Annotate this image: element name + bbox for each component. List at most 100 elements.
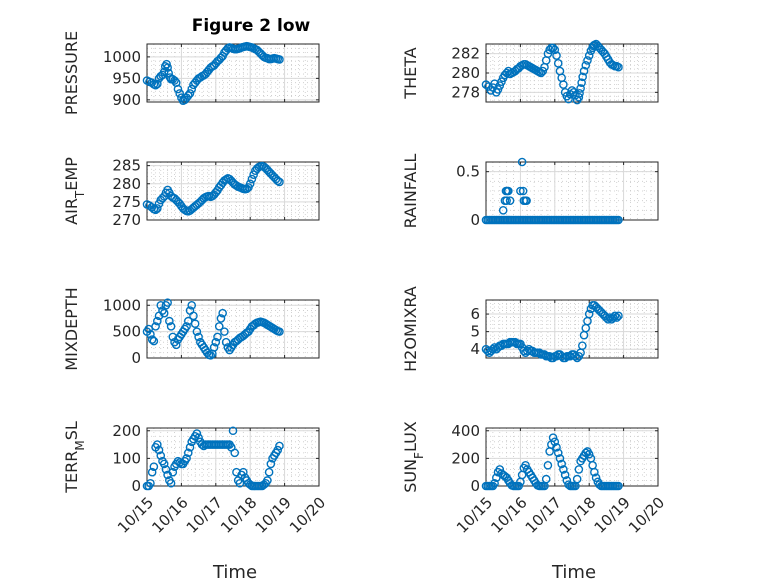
data-point	[159, 308, 169, 318]
x-tick-label: 10/20	[625, 494, 668, 537]
data-point	[504, 186, 513, 196]
y-tick-label: 285	[112, 157, 141, 175]
data-point	[166, 322, 176, 331]
data-point	[584, 51, 594, 60]
data-point	[209, 343, 219, 352]
data-point	[552, 51, 561, 60]
data-point	[182, 454, 191, 463]
y-tick-label: 0	[470, 477, 480, 495]
data-point	[555, 454, 565, 463]
y-tick-label: 200	[451, 449, 480, 467]
data-point	[183, 91, 193, 100]
data-point	[146, 329, 155, 339]
data-point	[541, 474, 551, 484]
data-point	[187, 300, 197, 310]
data-point	[147, 467, 157, 477]
data-point	[518, 186, 528, 196]
data-point	[521, 460, 530, 470]
y-tick-label: 280	[112, 175, 141, 193]
x-tick-label: 10/16	[487, 494, 530, 537]
data-point	[192, 429, 202, 438]
x-axis-label: Time	[212, 562, 257, 583]
data-point	[481, 80, 491, 89]
y-tick-label: 5	[470, 323, 480, 341]
y-tick-label: 275	[112, 193, 141, 211]
data-point	[213, 332, 222, 342]
data-point	[154, 445, 164, 455]
data-point	[175, 89, 184, 98]
y-tick-label: 278	[451, 83, 480, 101]
x-tick-label: 10/15	[453, 494, 496, 537]
data-point	[543, 460, 553, 470]
data-point	[153, 204, 162, 213]
figure-title: Figure 2 low	[192, 16, 311, 36]
y-tick-label: 6	[470, 305, 480, 323]
x-axis-label: Time	[551, 562, 596, 583]
y-axis-label: RAINFALL	[401, 154, 420, 229]
y-tick-label: 900	[112, 91, 141, 109]
y-tick-label: 4	[470, 340, 480, 358]
data-point	[170, 76, 179, 85]
x-tick-label: 10/16	[148, 494, 191, 537]
data-point	[550, 45, 560, 55]
x-tick-label: 10/17	[183, 494, 226, 537]
data-point	[163, 63, 172, 72]
x-tick-label: 10/19	[252, 494, 295, 537]
data-point	[517, 157, 527, 167]
data-point	[578, 341, 587, 350]
x-tick-label: 10/19	[591, 494, 634, 537]
y-tick-label: 100	[112, 449, 141, 467]
data-point	[591, 473, 601, 483]
data-point	[149, 462, 159, 471]
data-point	[614, 62, 623, 72]
data-point	[574, 92, 584, 102]
data-point	[483, 346, 493, 356]
y-axis-label: THETA	[401, 47, 420, 99]
data-point	[275, 55, 284, 64]
y-tick-label: 200	[112, 422, 141, 440]
data-point	[514, 481, 523, 491]
data-point	[206, 351, 215, 360]
data-point	[610, 311, 620, 321]
data-point	[264, 467, 274, 477]
y-tick-label: 500	[112, 323, 141, 341]
data-point	[553, 59, 563, 68]
x-tick-label: 10/17	[522, 494, 565, 537]
data-point	[194, 332, 203, 342]
data-point	[263, 476, 272, 485]
data-point	[182, 322, 191, 331]
y-axis-label: TERRMSL	[62, 421, 87, 494]
data-point	[151, 80, 160, 90]
y-tick-label: 0	[131, 349, 141, 367]
data-point	[187, 84, 197, 94]
data-point	[159, 459, 169, 469]
data-point	[498, 206, 508, 215]
data-point	[490, 478, 499, 488]
data-point	[273, 445, 283, 455]
data-point	[583, 56, 592, 65]
data-point	[578, 72, 587, 82]
data-point	[147, 335, 157, 344]
data-point	[221, 175, 231, 184]
data-point	[192, 327, 202, 336]
data-point	[560, 470, 570, 480]
data-point	[572, 474, 582, 484]
axes-frame	[146, 161, 320, 221]
data-point	[146, 478, 155, 488]
data-point	[275, 327, 284, 336]
x-tick-label: 10/20	[286, 494, 329, 537]
data-point	[505, 196, 515, 205]
data-point	[153, 79, 162, 89]
data-point	[557, 459, 566, 469]
data-point	[502, 196, 511, 205]
y-axis-label: PRESSURE	[62, 31, 81, 115]
data-point	[564, 94, 573, 104]
data-point	[577, 78, 586, 87]
data-point	[185, 443, 195, 452]
y-tick-label: 1000	[103, 48, 141, 66]
data-point	[216, 314, 226, 323]
data-point	[576, 84, 585, 93]
y-tick-label: 282	[451, 45, 480, 63]
